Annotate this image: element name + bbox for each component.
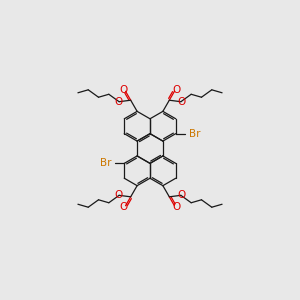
Text: O: O xyxy=(119,202,127,212)
Text: O: O xyxy=(119,85,127,95)
Text: O: O xyxy=(114,190,123,200)
Text: O: O xyxy=(173,85,181,95)
Text: O: O xyxy=(114,97,123,107)
Text: Br: Br xyxy=(100,158,111,168)
Text: Br: Br xyxy=(189,129,200,139)
Text: O: O xyxy=(173,202,181,212)
Text: O: O xyxy=(177,190,186,200)
Text: O: O xyxy=(177,97,186,107)
